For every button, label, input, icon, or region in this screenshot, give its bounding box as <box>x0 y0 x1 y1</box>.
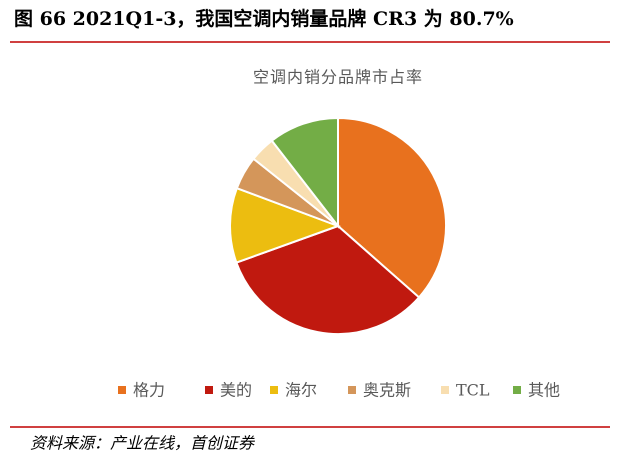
pie-slice <box>270 116 339 229</box>
legend-label: 奥克斯 <box>363 381 411 400</box>
pie-slice <box>229 186 341 264</box>
legend-swatch <box>205 386 213 394</box>
legend: 格力 美的 海尔 奥克斯 TCL 其他 <box>118 381 560 400</box>
chart-title: 空调内销分品牌市占率 <box>253 68 423 87</box>
legend-label: 美的 <box>220 381 252 400</box>
legend-label: 海尔 <box>285 381 317 400</box>
legend-swatch <box>513 386 521 394</box>
pie <box>229 116 447 335</box>
legend-label: 其他 <box>528 381 560 400</box>
legend-swatch <box>348 386 356 394</box>
legend-label: TCL <box>456 381 490 400</box>
source-note: 资料来源：产业在线，首创证券 <box>30 434 256 453</box>
legend-label: 格力 <box>133 381 165 400</box>
figure-title: 图 66 2021Q1-3，我国空调内销量品牌 CR3 为 80.7% <box>14 7 514 30</box>
pie-slice <box>235 224 421 335</box>
legend-swatch <box>118 386 126 394</box>
legend-swatch <box>270 386 278 394</box>
legend-swatch <box>441 386 449 394</box>
pie-slice <box>337 116 447 299</box>
